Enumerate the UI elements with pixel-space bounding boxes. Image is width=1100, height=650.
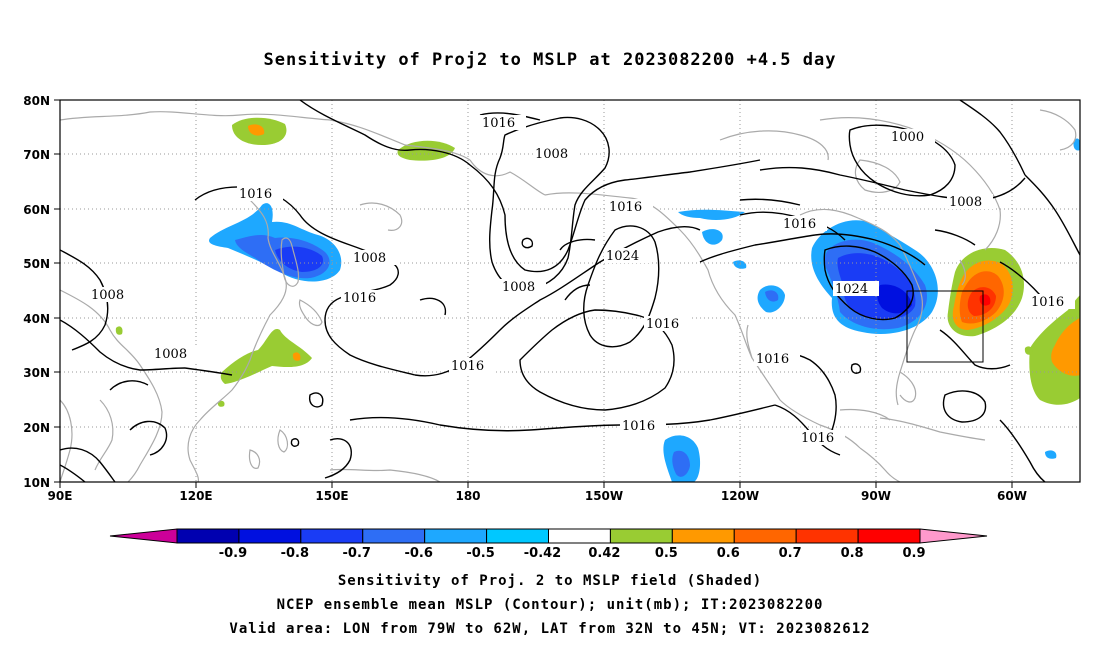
contour-label: 1016 (646, 317, 679, 332)
colorbar: -0.9 -0.8 -0.7 -0.6 -0.5 -0.42 0.42 0.5 0.6 0.7 0.… (109, 528, 988, 561)
footer-line-3: Valid area: LON from 79W to 62W, LAT fro… (229, 621, 871, 637)
colorbar-label: -0.8 (281, 546, 309, 561)
colorbar-swatch (300, 528, 364, 544)
contour-label: 1008 (154, 347, 187, 362)
lat-label: 20N (23, 421, 50, 435)
colorbar-label: 0.5 (655, 546, 678, 561)
colorbar-swatch (609, 528, 673, 544)
contour-label: 1016 (451, 359, 484, 374)
lat-label: 40N (23, 312, 50, 326)
colorbar-swatch (486, 528, 550, 544)
colorbar-label: 0.6 (717, 546, 740, 561)
coastlines (60, 109, 1077, 482)
lat-label: 60N (23, 203, 50, 217)
contour-label: 1016 (609, 200, 642, 215)
lat-label: 30N (23, 366, 50, 380)
colorbar-swatch (176, 528, 240, 544)
lat-label: 80N (23, 94, 50, 108)
lon-label: 120W (721, 489, 759, 503)
contour-label: 1008 (535, 147, 568, 162)
colorbar-label: 0.42 (588, 546, 620, 561)
lon-label: 150E (315, 489, 348, 503)
lon-label: 120E (179, 489, 212, 503)
lon-label: 150W (585, 489, 623, 503)
map-frame (59, 99, 1081, 483)
lon-label: 90W (861, 489, 891, 503)
colorbar-end-low (109, 528, 178, 544)
page-title: Sensitivity of Proj2 to MSLP at 20230822… (263, 50, 837, 70)
footer-line-2: NCEP ensemble mean MSLP (Contour); unit(… (276, 597, 824, 613)
lon-label: 180 (455, 489, 480, 503)
colorbar-end-high (919, 528, 988, 544)
lon-label: 60W (997, 489, 1027, 503)
lat-label: 50N (23, 257, 50, 271)
colorbar-label: 0.8 (841, 546, 864, 561)
colorbar-swatch (795, 528, 859, 544)
contour-label: 1016 (783, 217, 816, 232)
latitude-labels: 80N 70N 60N 50N 40N 30N 20N 10N (23, 94, 50, 490)
contour-label: 1016 (239, 187, 272, 202)
contour-label: 1016 (343, 291, 376, 306)
axis-ticks (54, 99, 1013, 488)
footer-line-1: Sensitivity of Proj. 2 to MSLP field (Sh… (337, 573, 763, 589)
colorbar-swatch (733, 528, 797, 544)
colorbar-swatch (424, 528, 488, 544)
contour-label: 1024 (606, 249, 639, 264)
contour-label: 1016 (622, 419, 655, 434)
contour-label: 1016 (801, 431, 834, 446)
contour-label: 1008 (353, 251, 386, 266)
contour-label: 1008 (502, 280, 535, 295)
contour-label: 1016 (756, 352, 789, 367)
longitude-labels: 90E 120E 150E 180 150W 120W 90W 60W (48, 489, 1027, 503)
colorbar-swatch (362, 528, 426, 544)
colorbar-label: -0.9 (219, 546, 247, 561)
lat-label: 10N (23, 476, 50, 490)
contour-label: 1024 (835, 282, 868, 297)
colorbar-swatch (548, 528, 611, 544)
colorbar-swatch (857, 528, 921, 544)
colorbar-label: 0.7 (779, 546, 802, 561)
colorbar-label: -0.5 (466, 546, 494, 561)
valid-area-box (906, 290, 984, 363)
colorbar-label: -0.6 (404, 546, 432, 561)
contour-label: 1016 (1031, 295, 1064, 310)
lon-label: 90E (48, 489, 73, 503)
contour-label: 1008 (91, 288, 124, 303)
colorbar-swatch (238, 528, 302, 544)
colorbar-label: 0.9 (902, 546, 925, 561)
contour-label: 1008 (949, 195, 982, 210)
lat-label: 70N (23, 148, 50, 162)
contour-labels: 1016 1008 1016 1016 1008 1008 1016 1024 … (89, 115, 1075, 446)
contour-label: 1016 (482, 116, 515, 131)
colorbar-swatch (671, 528, 735, 544)
colorbar-label: -0.42 (524, 546, 561, 561)
colorbar-label: -0.7 (343, 546, 371, 561)
contour-label: 1000 (891, 130, 924, 145)
